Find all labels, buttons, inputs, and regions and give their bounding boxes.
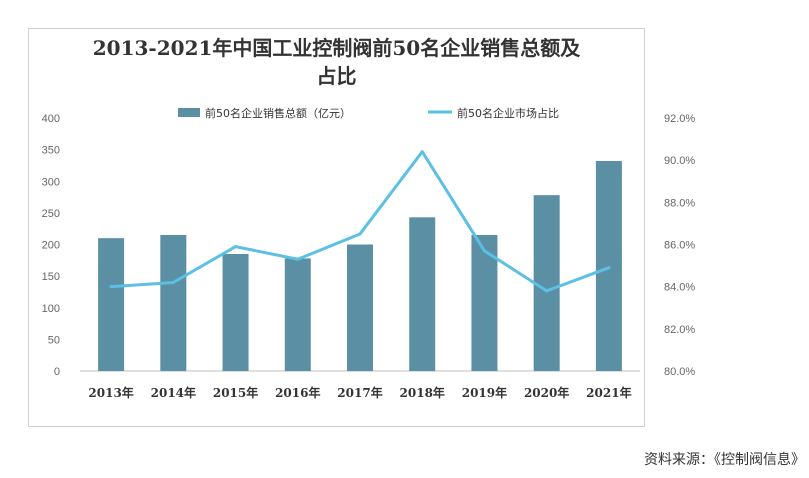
y-left-tick-label: 200 — [42, 240, 60, 252]
line-point — [482, 249, 486, 253]
y-left-tick-label: 400 — [42, 113, 60, 125]
x-tick-label: 2019年 — [462, 385, 507, 400]
legend-label-bar: 前50名企业销售总额（亿元） — [205, 106, 351, 120]
y-left-tick-label: 300 — [42, 176, 60, 188]
bar — [347, 244, 373, 371]
bar — [409, 217, 436, 371]
y-left-tick-label: 0 — [54, 366, 60, 378]
bar — [284, 258, 311, 371]
chart-title-line2: 占比 — [316, 64, 357, 88]
y-left-tick-label: 350 — [42, 145, 60, 157]
x-tick-label: 2015年 — [213, 385, 258, 400]
bar — [533, 195, 560, 371]
bar — [595, 161, 622, 371]
x-tick-label: 2016年 — [275, 385, 320, 400]
y-left-tick-label: 250 — [42, 208, 60, 220]
line-point — [358, 232, 362, 236]
line-point — [109, 285, 113, 289]
line-point — [545, 289, 549, 293]
y-right-tick-label: 92.0% — [664, 113, 695, 125]
y-right-tick-label: 86.0% — [664, 240, 695, 252]
legend-label-line: 前50名企业市场占比 — [457, 106, 559, 120]
y-right-tick-label: 88.0% — [664, 197, 695, 209]
bar — [98, 238, 125, 371]
line-point — [296, 257, 300, 261]
x-tick-label: 2021年 — [586, 385, 631, 400]
line-point — [420, 150, 424, 154]
bar — [222, 253, 249, 371]
line-point — [171, 280, 175, 284]
y-right-tick-label: 80.0% — [664, 366, 695, 378]
x-tick-label: 2020年 — [524, 385, 569, 400]
y-left-tick-label: 100 — [42, 303, 60, 315]
source-note: 资料来源：《控制阀信息》 — [644, 452, 805, 468]
chart-title: 2013-2021年中国工业控制阀前50名企业销售总额及 占比 — [28, 34, 645, 90]
bar — [160, 235, 187, 371]
legend-swatch-bar — [178, 108, 200, 117]
x-tick-label: 2013年 — [88, 385, 133, 400]
y-left-tick-label: 50 — [48, 334, 60, 346]
x-tick-label: 2017年 — [337, 385, 382, 400]
line-point — [234, 245, 238, 249]
line-point — [607, 266, 611, 270]
y-right-tick-label: 84.0% — [664, 282, 695, 294]
x-tick-label: 2014年 — [151, 385, 196, 400]
y-right-tick-label: 82.0% — [664, 324, 695, 336]
chart-title-line1: 2013-2021年中国工业控制阀前50名企业销售总额及 — [92, 36, 581, 60]
y-right-tick-label: 90.0% — [664, 155, 695, 167]
x-tick-label: 2018年 — [400, 385, 445, 400]
y-left-tick-label: 150 — [42, 271, 60, 283]
